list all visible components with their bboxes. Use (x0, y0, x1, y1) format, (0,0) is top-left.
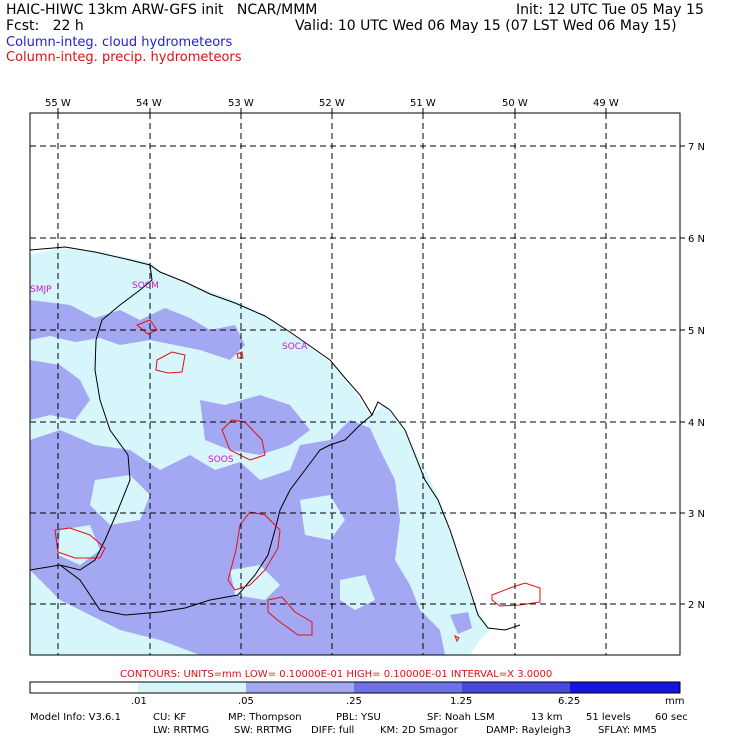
model-info-item: LW: RRTMG (153, 725, 209, 736)
init-time: Init: 12 UTC Tue 05 May 15 (516, 2, 704, 18)
precip-contour (491, 582, 541, 607)
lat-labels: 7 N 6 N 5 N 4 N 3 N 2 N (688, 142, 705, 611)
color-legend (29, 681, 681, 694)
legend-swatch-3 (354, 682, 462, 693)
station-labels: SMJP SOCM SOCA SOOS (30, 281, 308, 465)
precip-contour (136, 319, 158, 335)
lat-label: 6 N (688, 234, 705, 245)
precip-contour (454, 634, 460, 643)
model-info-item: 60 sec (655, 712, 688, 723)
shade-medium-nw (30, 300, 245, 360)
lat-lon-grid (30, 113, 680, 655)
field-cloud-label: Column-integ. cloud hydrometeors (6, 35, 233, 50)
model-info-item: CU: KF (153, 712, 186, 723)
model-info-item: DIFF: full (311, 725, 354, 736)
lat-label: 3 N (688, 509, 705, 520)
legend-swatch-4 (462, 682, 570, 693)
model-info-item: SW: RRTMG (234, 725, 292, 736)
legend-label: 6.25 (558, 696, 580, 707)
station-label: SMJP (30, 285, 52, 295)
shade-light-hole-4 (340, 575, 375, 610)
lon-label: 53 W (228, 98, 254, 109)
border-suriname-guiana (30, 264, 153, 571)
lon-label: 54 W (136, 98, 162, 109)
field-precip-label: Column-integ. precip. hydrometeors (6, 50, 242, 65)
lon-label: 49 W (593, 98, 619, 109)
precip-contour (54, 527, 106, 559)
model-info-item: KM: 2D Smagor (380, 725, 459, 736)
axis-ticks (57, 108, 685, 605)
legend-label: 1.25 (450, 696, 472, 707)
legend-label: .01 (131, 696, 147, 707)
shade-light-hole-2 (300, 495, 345, 540)
legend-swatch-2 (246, 682, 354, 693)
model-info-item: SF: Noah LSM (427, 712, 495, 723)
precip-contour (221, 419, 266, 461)
station-label: SOCA (282, 342, 308, 352)
lat-label: 5 N (688, 326, 705, 337)
legend-swatch-5 (570, 682, 680, 693)
legend-label: .25 (346, 696, 362, 707)
forecast-hour: Fcst: 22 h (6, 18, 84, 34)
lat-label: 2 N (688, 600, 705, 611)
valid-time: Valid: 10 UTC Wed 06 May 15 (07 LST Wed … (295, 18, 677, 34)
station-label: SOCM (132, 281, 159, 291)
lat-label: 7 N (688, 142, 705, 153)
legend-swatch-0 (30, 682, 138, 693)
model-info-item: PBL: YSU (336, 712, 381, 723)
lat-label: 4 N (688, 418, 705, 429)
legend-labels: .01 .05 .25 1.25 6.25 mm (131, 696, 684, 707)
shade-medium-mid (200, 395, 310, 455)
lon-labels: 55 W 54 W 53 W 52 W 51 W 50 W 49 W (45, 98, 619, 109)
model-info-item: MP: Thompson (228, 712, 302, 723)
coastline-path (30, 246, 521, 631)
model-info-item: DAMP: Rayleigh3 (486, 725, 571, 736)
model-info-item: 13 km (531, 712, 562, 723)
model-info-item: SFLAY: MM5 (598, 725, 657, 736)
lon-label: 52 W (319, 98, 345, 109)
precip-contour (227, 511, 281, 591)
lon-label: 50 W (502, 98, 528, 109)
coastline (30, 246, 521, 631)
shade-medium-small (450, 612, 472, 634)
border-guiana-brazil (59, 414, 373, 616)
lon-label: 51 W (410, 98, 436, 109)
legend-unit: mm (665, 696, 684, 707)
legend-frame (29, 681, 681, 694)
legend-swatch-1 (138, 682, 246, 693)
legend-label: .05 (238, 696, 254, 707)
model-title: HAIC-HIWC 13km ARW-GFS init NCAR/MMM (6, 2, 318, 18)
model-info: Model Info: V3.6.1 CU: KF MP: Thompson P… (30, 712, 688, 736)
shade-medium-west (30, 360, 90, 420)
hydrometeor-shading (30, 248, 490, 655)
station-label: SOOS (208, 455, 234, 465)
model-info-item: 51 levels (586, 712, 631, 723)
lon-label: 55 W (45, 98, 71, 109)
contours-info: CONTOURS: UNITS=mm LOW= 0.10000E-01 HIGH… (120, 669, 552, 680)
map-frame (29, 112, 681, 656)
precip-contour (267, 596, 313, 636)
precip-contour (155, 351, 186, 374)
model-info-item: Model Info: V3.6.1 (30, 712, 121, 723)
shade-light-hole-3 (230, 565, 280, 600)
precip-contour (236, 351, 244, 359)
